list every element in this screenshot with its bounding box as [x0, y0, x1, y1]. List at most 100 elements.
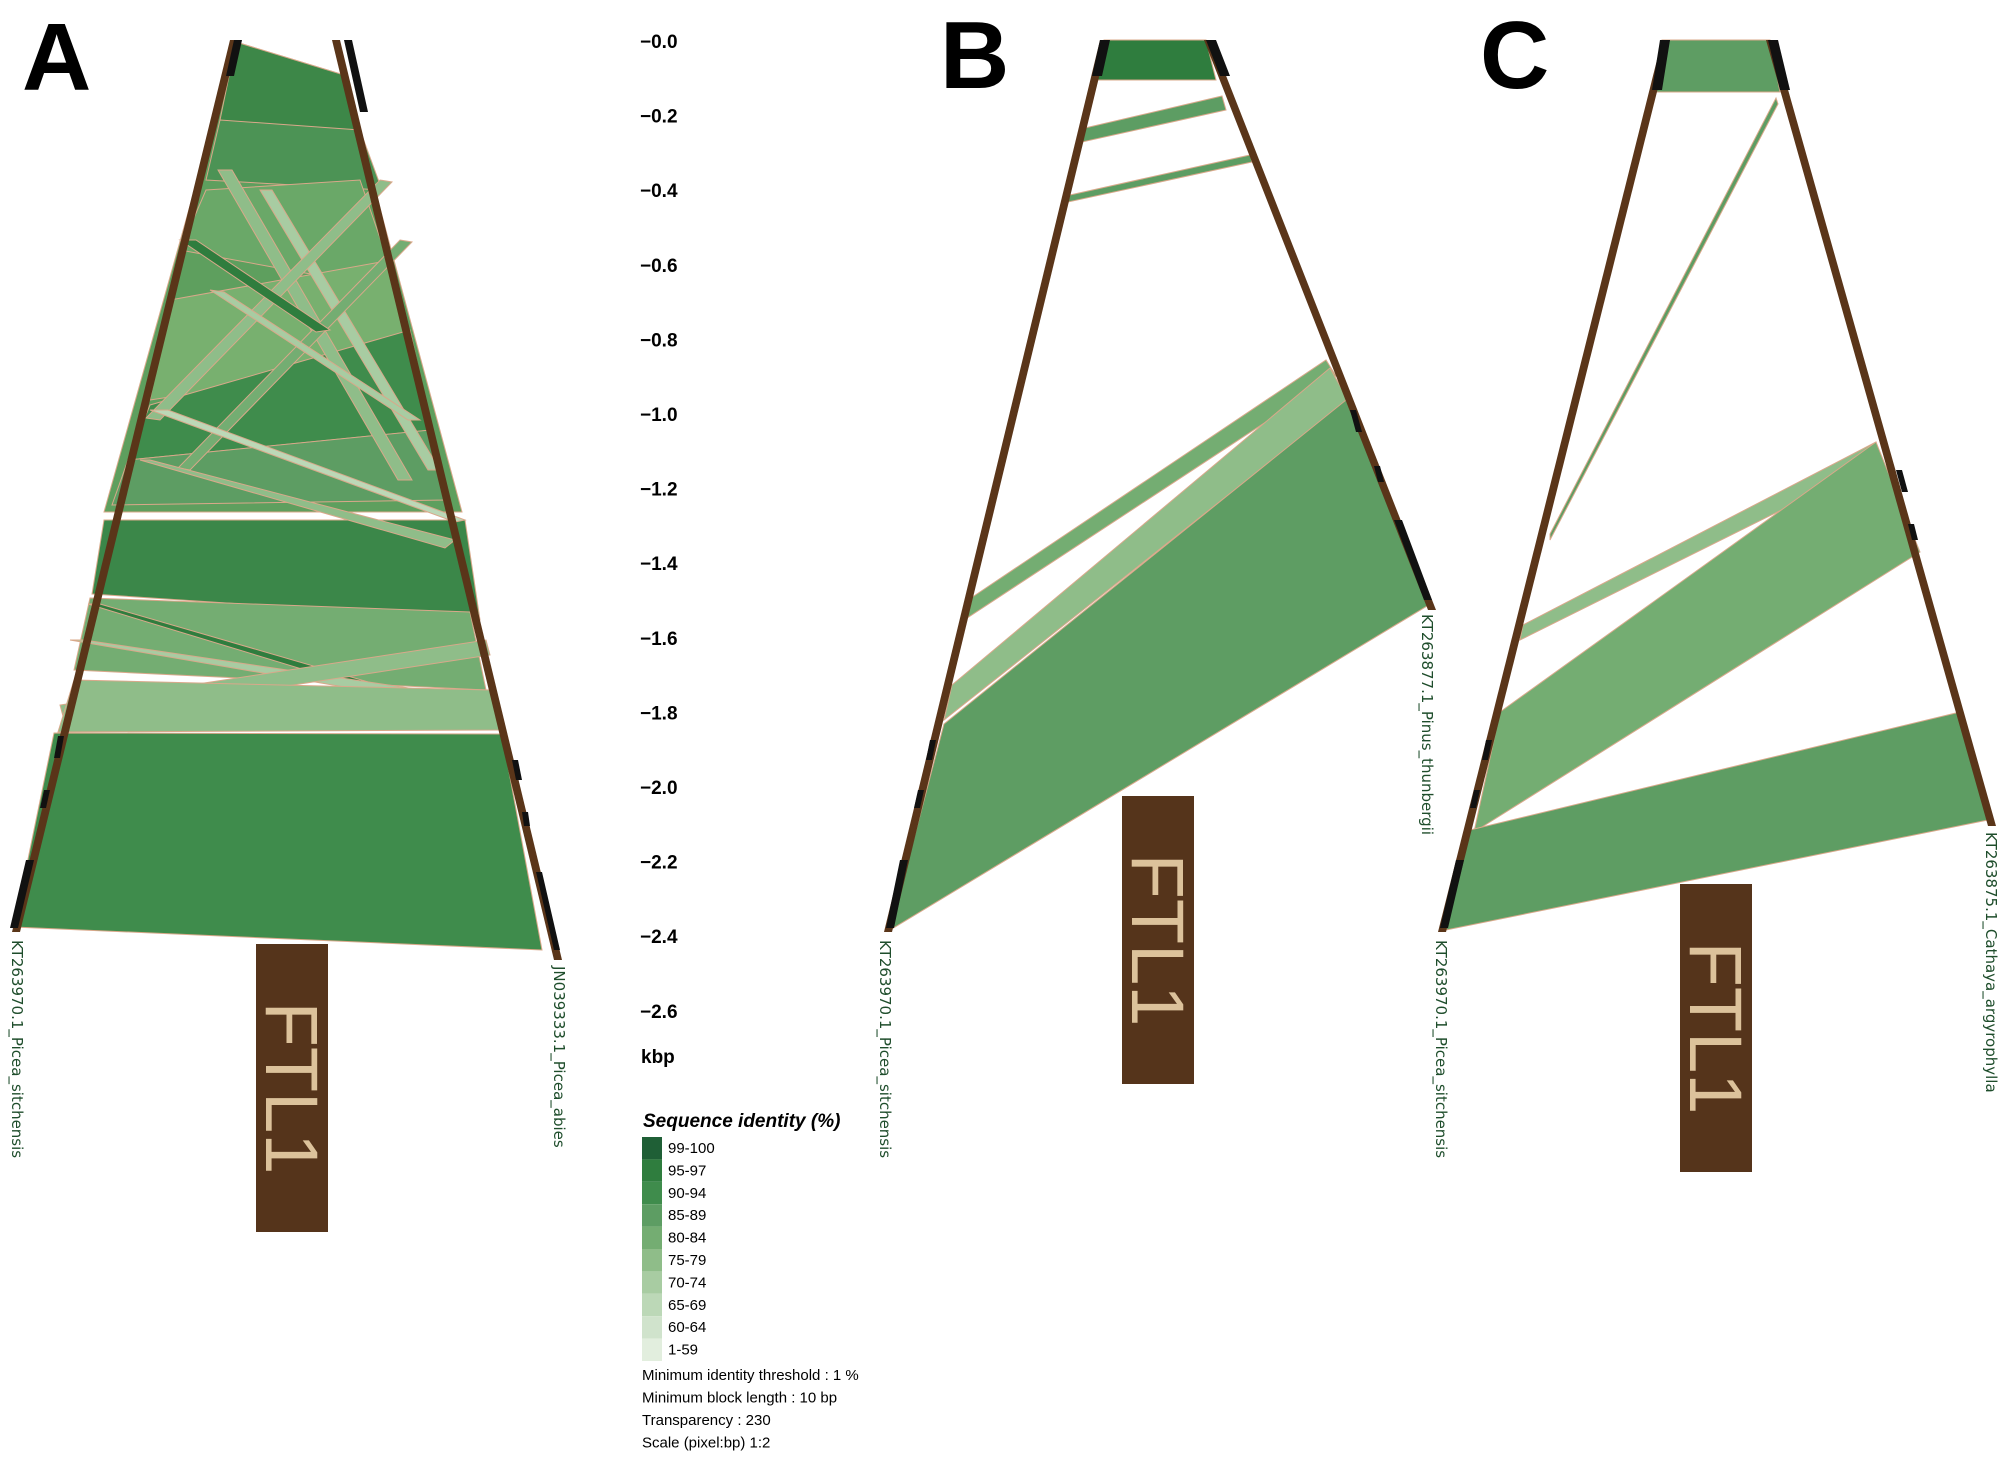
dark-block: [1652, 40, 1670, 90]
scale-tick-label: −1.6: [640, 629, 678, 650]
dark-block: [512, 760, 522, 780]
dark-block: [1768, 40, 1790, 90]
legend-swatch: [642, 1271, 662, 1294]
chromosome-left: [12, 40, 238, 932]
chromosome-right: [1766, 40, 1996, 826]
left-sequence-label-a: KT263970.1_Picea_sitchensis: [7, 940, 26, 1158]
panel-a-ribbons: [13, 41, 543, 951]
kbp-scale: −0.0 −0.2 −0.4 −0.6 −0.8 −1.0 −1.2 −1.4 −1.6 −1.8…: [640, 32, 678, 1068]
dark-block: [926, 740, 936, 760]
dark-block: [1440, 860, 1464, 928]
panel-c-chromosomes: [1438, 40, 1996, 932]
ribbon: [1549, 96, 1779, 541]
legend-parameter: Minimum block length : 10 bp: [642, 1390, 837, 1407]
dark-block: [1394, 520, 1432, 600]
legend-title: Sequence identity (%): [643, 1111, 840, 1132]
panel-b-chromosomes: [884, 40, 1436, 932]
legend-label: 60-64: [668, 1319, 706, 1336]
gene-label-b: FTL1: [1116, 854, 1199, 1027]
legend-label: 65-69: [668, 1297, 706, 1314]
gene-label-a: FTL1: [250, 1002, 333, 1175]
legend-parameter: Scale (pixel:bp) 1:2: [642, 1435, 770, 1452]
scale-tick-label: −1.2: [640, 480, 678, 501]
scale-unit: kbp: [641, 1047, 675, 1068]
legend-swatch: [642, 1226, 662, 1249]
ribbon: [1081, 95, 1227, 143]
legend-items: 99-100 95-97 90-94 85-89 80-84 75-79 70-74 65-6…: [642, 1137, 715, 1361]
ribbon: [178, 239, 332, 333]
legend-swatch: [642, 1338, 662, 1361]
legend-label: 1-59: [668, 1342, 698, 1359]
panel-c-ribbons: [1445, 39, 1989, 931]
dark-block: [1896, 470, 1908, 492]
ribbon: [1067, 154, 1253, 203]
legend-swatch: [642, 1204, 662, 1227]
legend-swatch: [642, 1293, 662, 1317]
legend-parameter: Transparency : 230: [642, 1412, 771, 1429]
panel-b: B FTL1 KT263970.1_Picea_sitchensis KT263…: [875, 2, 1436, 1158]
dark-block: [522, 812, 530, 826]
right-sequence-label-b: KT263877.1_Pinus_thunbergii: [1417, 614, 1436, 835]
dark-block: [1092, 40, 1110, 76]
scale-tick-label: −1.4: [640, 554, 678, 575]
chromosome-left: [884, 40, 1108, 932]
dark-block: [40, 790, 50, 808]
scale-tick-label: −1.8: [640, 703, 678, 724]
legend-label: 85-89: [668, 1207, 706, 1224]
legend-swatch: [642, 1159, 662, 1182]
dark-block: [226, 40, 242, 76]
ribbon: [1473, 441, 1921, 834]
panel-letter-c: C: [1480, 2, 1549, 109]
dark-block: [1908, 524, 1918, 540]
scale-tick-label: −2.0: [640, 778, 678, 799]
panel-letter-b: B: [940, 2, 1009, 109]
dark-block: [54, 736, 64, 758]
dark-block: [344, 40, 368, 112]
scale-tick-label: −0.8: [640, 330, 678, 351]
left-sequence-label-b: KT263970.1_Picea_sitchensis: [875, 940, 894, 1158]
scale-ticks: −0.0 −0.2 −0.4 −0.6 −0.8 −1.0 −1.2 −1.4 −1.6 −1.8…: [640, 32, 678, 1023]
dark-block: [1350, 410, 1362, 432]
ribbon: [149, 409, 467, 523]
panel-b-ribbons: [889, 39, 1433, 932]
legend-label: 90-94: [668, 1185, 706, 1202]
ribbon: [1093, 39, 1217, 81]
dark-block: [914, 790, 924, 808]
scale-tick-label: −2.6: [640, 1002, 678, 1023]
legend-label: 99-100: [668, 1140, 715, 1157]
panel-c: C FTL1 KT263970.1_Picea_sitchensis KT263…: [1431, 2, 2000, 1172]
dark-block: [536, 872, 560, 950]
identity-legend: Sequence identity (%) 99-100 95-97 90-94 85…: [642, 1111, 859, 1452]
legend-swatch: [642, 1181, 662, 1205]
dark-block: [1482, 740, 1492, 760]
dark-block: [886, 860, 908, 928]
left-sequence-label-c: KT263970.1_Picea_sitchensis: [1431, 940, 1450, 1158]
scale-tick-label: −2.2: [640, 853, 678, 874]
ribbon: [91, 519, 481, 621]
legend-label: 70-74: [668, 1274, 706, 1291]
gene-box-b: [1122, 796, 1194, 1084]
scale-tick-label: −2.4: [640, 927, 678, 948]
dark-block: [1206, 40, 1230, 76]
panel-a-chromosomes: [10, 40, 562, 960]
ribbon: [209, 289, 422, 421]
scale-tick-label: −0.2: [640, 107, 678, 128]
legend-swatch: [642, 1137, 662, 1160]
dark-block: [10, 860, 34, 928]
legend-parameter: Minimum identity threshold : 1 %: [642, 1367, 859, 1384]
panel-a: A: [7, 4, 568, 1232]
legend-params: Minimum identity threshold : 1 % Minimum …: [642, 1367, 859, 1452]
ribbon: [1651, 39, 1781, 93]
panel-letter-a: A: [22, 4, 91, 111]
gene-label-c: FTL1: [1674, 942, 1757, 1115]
scale-tick-label: −0.6: [640, 256, 678, 277]
gene-box-c: [1680, 884, 1752, 1172]
chromosome-left: [1438, 40, 1670, 932]
legend-label: 95-97: [668, 1162, 706, 1179]
legend-label: 75-79: [668, 1252, 706, 1269]
gene-box-a: [256, 944, 328, 1232]
scale-tick-label: −0.4: [640, 181, 678, 202]
right-sequence-label-c: KT263875.1_Cathaya_argyrophylla: [1981, 832, 2000, 1093]
scale-tick-label: −1.0: [640, 405, 678, 426]
dark-block: [1470, 790, 1480, 808]
